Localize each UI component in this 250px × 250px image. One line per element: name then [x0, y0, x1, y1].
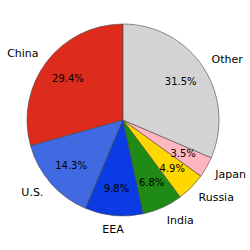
svg-text:Russia: Russia — [199, 191, 234, 204]
svg-text:India: India — [167, 214, 194, 227]
svg-text:Other: Other — [211, 53, 242, 66]
svg-text:29.4%: 29.4% — [52, 73, 84, 84]
svg-text:31.5%: 31.5% — [165, 76, 197, 87]
svg-text:6.8%: 6.8% — [139, 177, 164, 188]
svg-text:9.8%: 9.8% — [104, 183, 129, 194]
svg-text:Japan: Japan — [214, 168, 242, 181]
svg-text:China: China — [8, 47, 39, 60]
svg-text:EEA: EEA — [102, 223, 124, 236]
svg-text:3.5%: 3.5% — [170, 148, 195, 159]
svg-text:4.9%: 4.9% — [160, 163, 185, 174]
svg-text:14.3%: 14.3% — [55, 160, 87, 171]
svg-text:U.S.: U.S. — [21, 186, 43, 199]
